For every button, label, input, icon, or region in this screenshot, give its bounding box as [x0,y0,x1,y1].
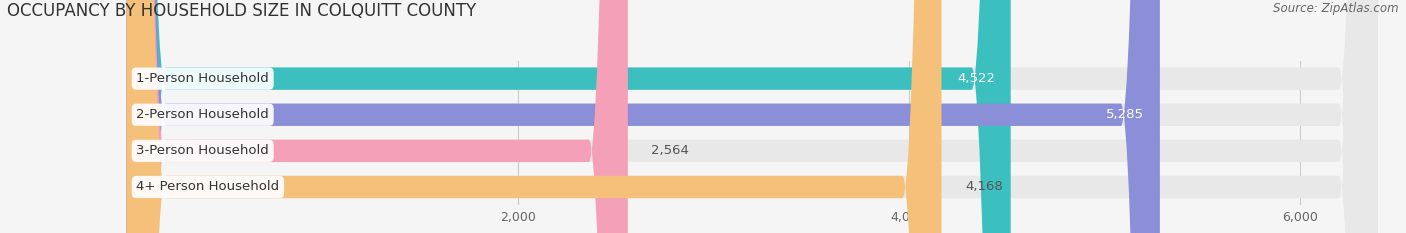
FancyBboxPatch shape [127,0,1378,233]
Text: 2,564: 2,564 [651,144,689,157]
FancyBboxPatch shape [127,0,942,233]
FancyBboxPatch shape [127,0,1378,233]
Text: 4,168: 4,168 [965,181,1002,193]
Text: 4,522: 4,522 [957,72,995,85]
FancyBboxPatch shape [127,0,1160,233]
FancyBboxPatch shape [127,0,1378,233]
Text: 2-Person Household: 2-Person Household [136,108,269,121]
FancyBboxPatch shape [127,0,1011,233]
FancyBboxPatch shape [127,0,1378,233]
Text: 4+ Person Household: 4+ Person Household [136,181,280,193]
FancyBboxPatch shape [127,0,628,233]
Text: 3-Person Household: 3-Person Household [136,144,269,157]
Text: 1-Person Household: 1-Person Household [136,72,269,85]
Text: Source: ZipAtlas.com: Source: ZipAtlas.com [1274,2,1399,15]
Text: 5,285: 5,285 [1107,108,1144,121]
Text: OCCUPANCY BY HOUSEHOLD SIZE IN COLQUITT COUNTY: OCCUPANCY BY HOUSEHOLD SIZE IN COLQUITT … [7,2,477,20]
